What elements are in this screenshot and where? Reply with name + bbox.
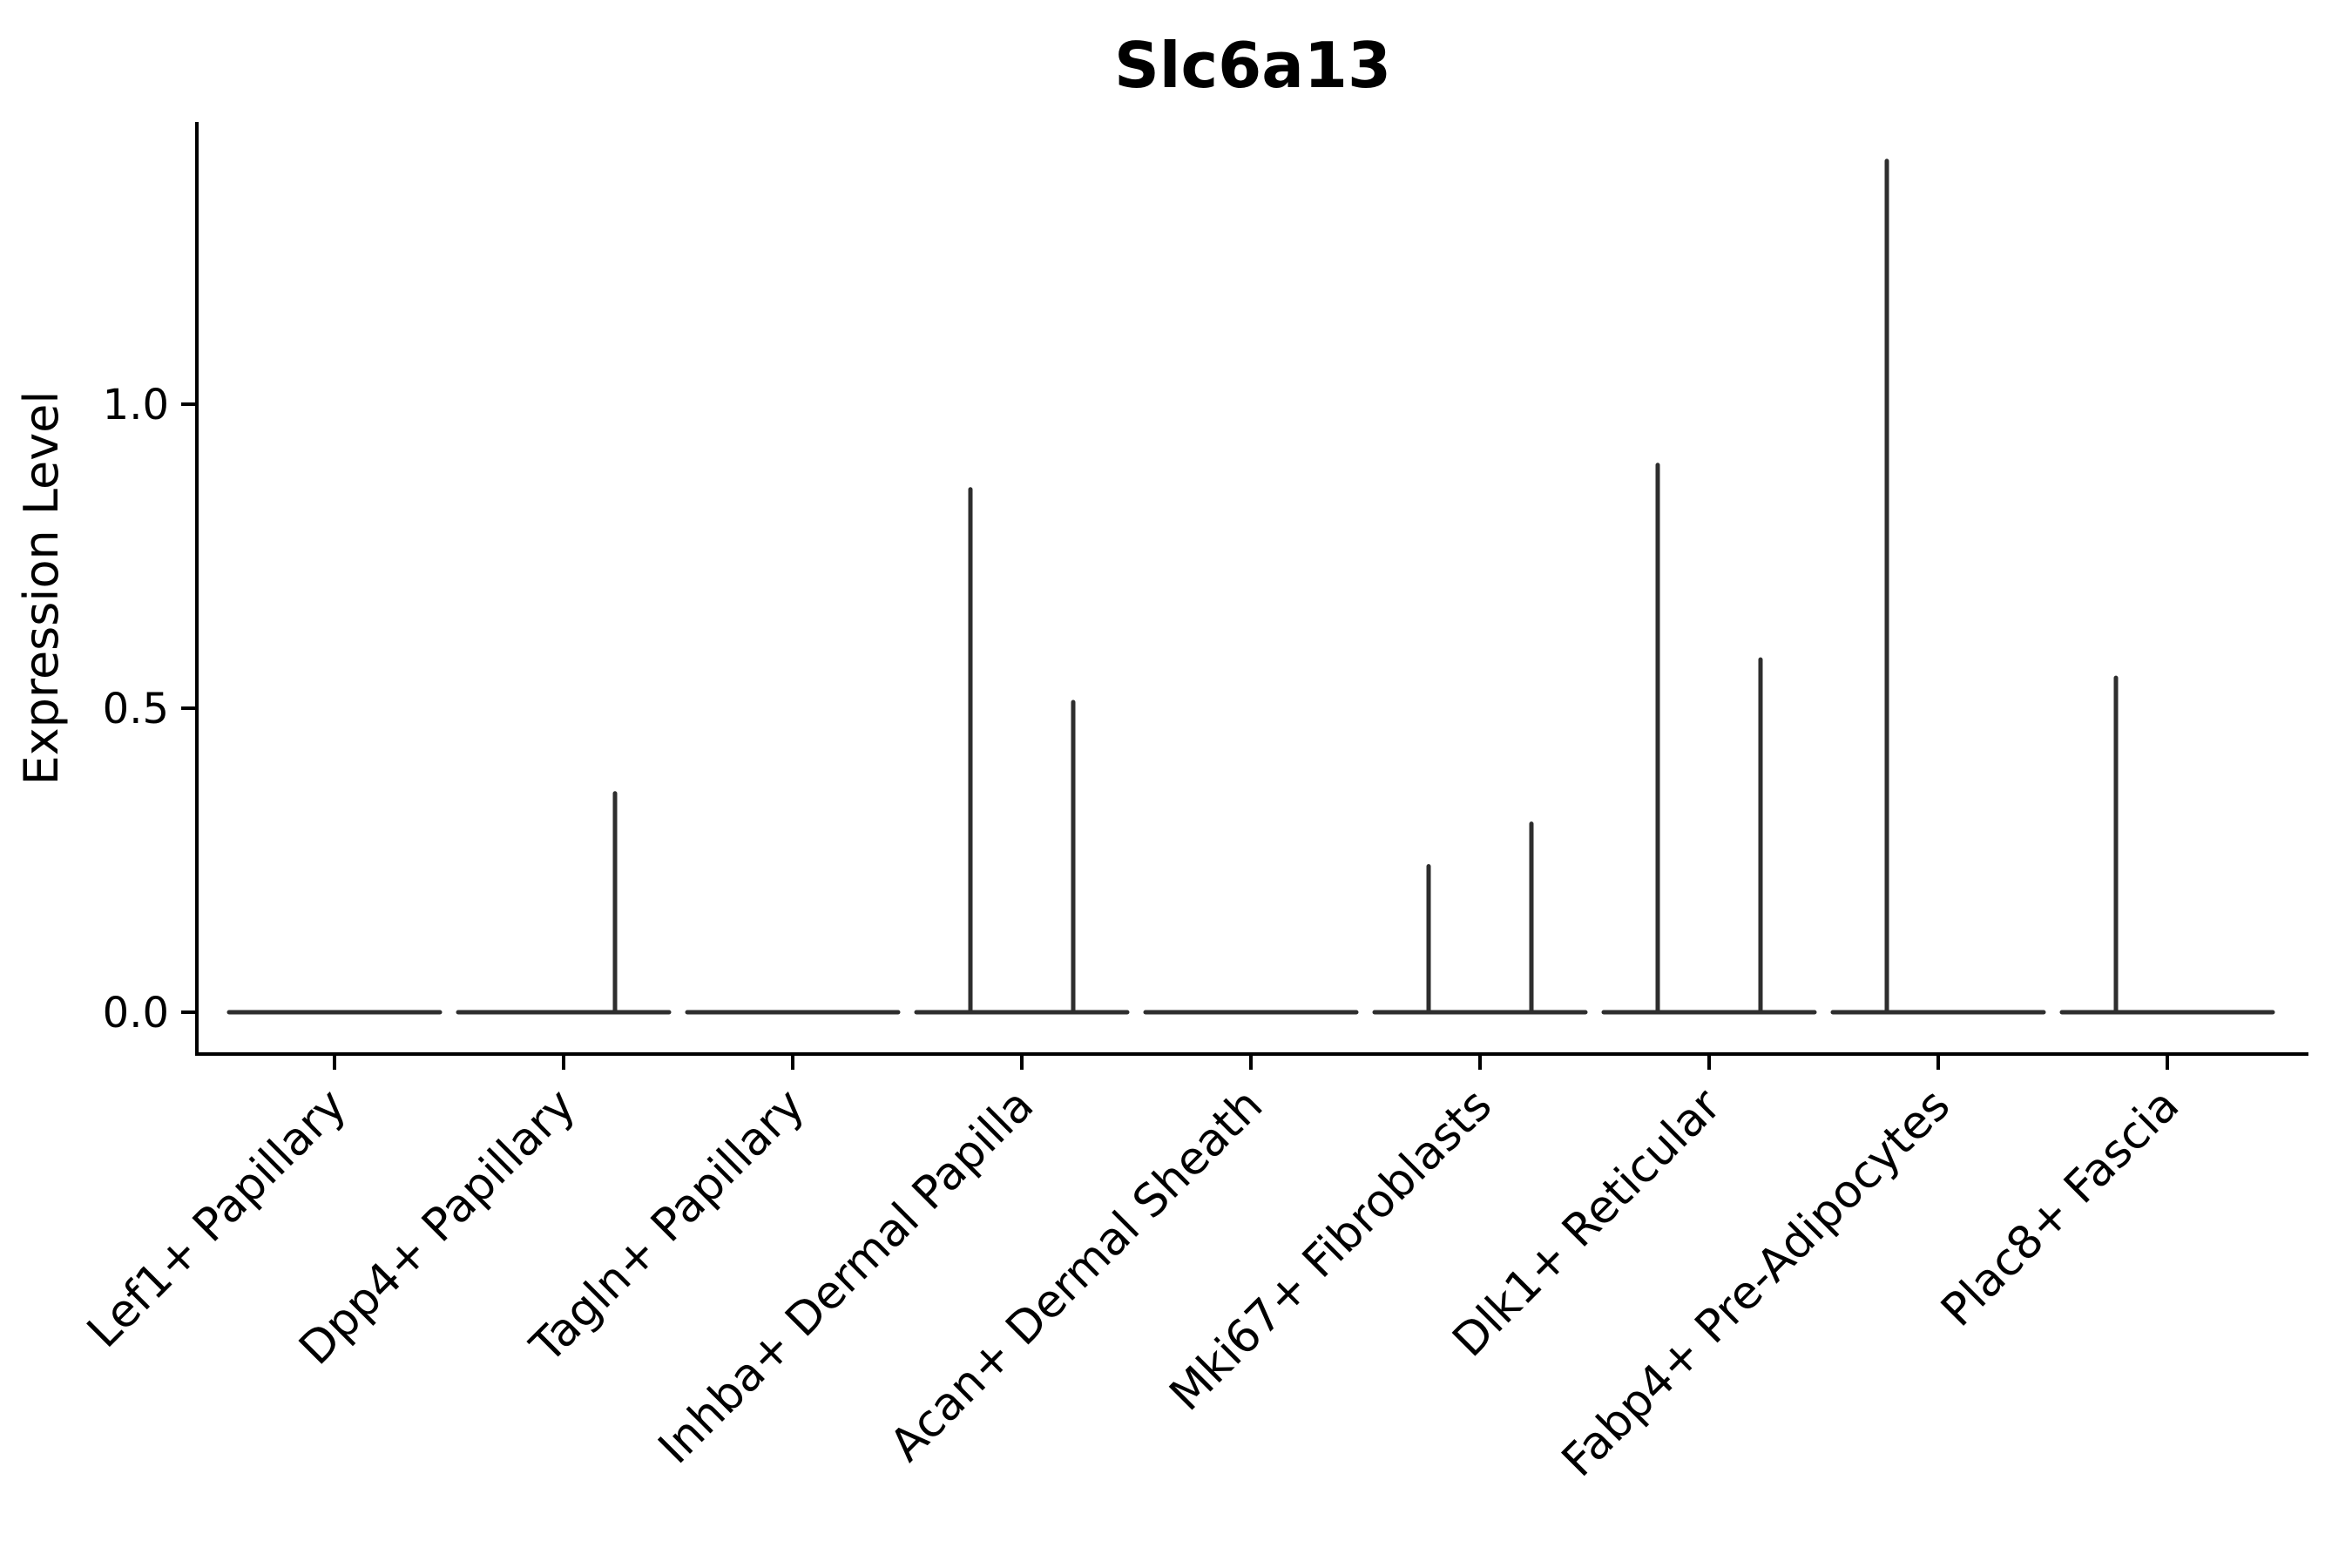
plot-title: Slc6a13 bbox=[1114, 29, 1391, 102]
x-tick-label: Acan+ Dermal Sheath bbox=[881, 1079, 1274, 1472]
y-tick-label: 0.0 bbox=[103, 989, 169, 1037]
y-axis-label: Expression Level bbox=[14, 391, 69, 786]
y-tick-label: 0.5 bbox=[103, 685, 169, 733]
x-tick-label: Inhba+ Dermal Papilla bbox=[649, 1079, 1044, 1474]
x-tick-label: Fabp4+ Pre-Adipocytes bbox=[1552, 1079, 1960, 1487]
violins-layer bbox=[226, 159, 2275, 1015]
x-tick-label: Plac8+ Fascia bbox=[1931, 1079, 2189, 1337]
y-tick-label: 1.0 bbox=[103, 381, 169, 429]
